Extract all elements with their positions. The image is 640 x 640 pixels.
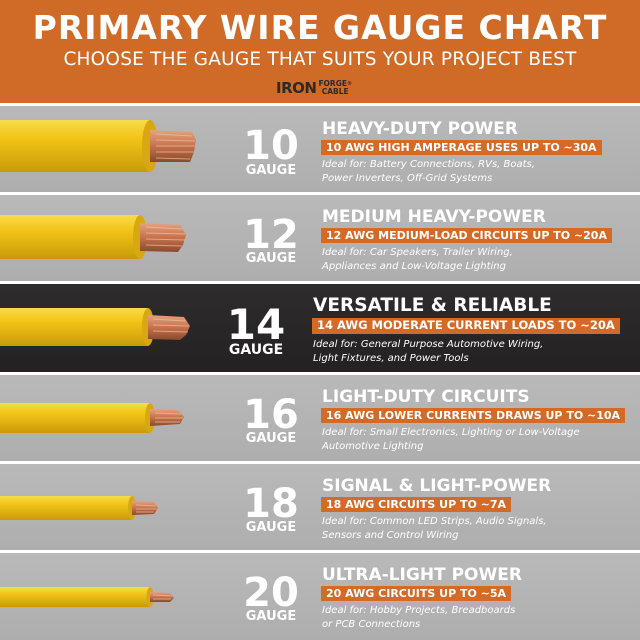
- gauge-number: 12: [243, 212, 299, 258]
- ideal-for-text: Ideal for: Car Speakers, Trailer Wiring,…: [322, 246, 513, 273]
- ideal-line-1: Ideal for: General Purpose Automotive Wi…: [313, 339, 544, 350]
- logo-forge-cable: FORGE® CABLE: [318, 80, 352, 96]
- gauge-label: GAUGE: [245, 163, 297, 178]
- wire-image-12: [0, 215, 186, 259]
- gauge-row-10: 10 GAUGE HEAVY-DUTY POWER 10 AWG HIGH AM…: [0, 106, 640, 192]
- gauge-number: 20: [243, 570, 299, 616]
- gauge-row-16: 16 GAUGE LIGHT-DUTY CIRCUITS 16 AWG LOWE…: [0, 375, 640, 461]
- gauge-label: GAUGE: [245, 609, 297, 624]
- logo-registered-mark: ®: [347, 81, 352, 87]
- ideal-line-2: Light Fixtures, and Power Tools: [313, 352, 469, 364]
- gauge-row-14: 14 GAUGE VERSATILE & RELIABLE 14 AWG MOD…: [0, 284, 640, 372]
- ideal-for-text: Ideal for: General Purpose Automotive Wi…: [313, 338, 543, 365]
- row-heading: MEDIUM HEAVY-POWER: [322, 207, 546, 227]
- ideal-line-1: Ideal for: Common LED Strips, Audio Sign…: [322, 516, 547, 527]
- amperage-badge: 20 AWG CIRCUITS UP TO ~5A: [321, 586, 512, 601]
- ideal-line-2: Automotive Lighting: [322, 440, 424, 452]
- amperage-badge: 14 AWG MODERATE CURRENT LOADS TO ~20A: [312, 318, 620, 334]
- ideal-line-1: Ideal for: Car Speakers, Trailer Wiring,: [322, 247, 513, 258]
- logo-cable-text: CABLE: [321, 87, 349, 96]
- ideal-for-text: Ideal for: Battery Connections, RVs, Boa…: [322, 158, 535, 185]
- page-subtitle: CHOOSE THE GAUGE THAT SUITS YOUR PROJECT…: [63, 49, 577, 70]
- gauge-label: GAUGE: [245, 251, 297, 266]
- gauge-label: GAUGE: [228, 342, 284, 358]
- ideal-for-text: Ideal for: Small Electronics, Lighting o…: [322, 426, 580, 453]
- ideal-line-1: Ideal for: Battery Connections, RVs, Boa…: [322, 159, 535, 170]
- logo-iron-text: IRON: [276, 79, 317, 97]
- gauge-label: GAUGE: [245, 431, 297, 446]
- chart-header: PRIMARY WIRE GAUGE CHART CHOOSE THE GAUG…: [0, 0, 640, 103]
- row-heading: ULTRA-LIGHT POWER: [322, 565, 522, 585]
- ideal-line-1: Ideal for: Hobby Projects, Breadboards: [322, 605, 516, 616]
- amperage-badge: 10 AWG HIGH AMPERAGE USES UP TO ~30A: [321, 140, 602, 155]
- wire-image-18: [0, 496, 158, 520]
- wire-image-20: [0, 587, 174, 607]
- wire-image-10: [0, 120, 196, 172]
- gauge-row-12: 12 GAUGE MEDIUM HEAVY-POWER 12 AWG MEDIU…: [0, 195, 640, 281]
- ideal-line-2: Sensors and Control Wiring: [322, 529, 459, 541]
- ideal-for-text: Ideal for: Common LED Strips, Audio Sign…: [322, 515, 547, 542]
- gauge-number: 16: [243, 392, 299, 438]
- ideal-line-2: Appliances and Low-Voltage Lighting: [322, 260, 506, 272]
- amperage-badge: 16 AWG LOWER CURRENTS DRAWS UP TO ~10A: [321, 408, 626, 423]
- row-heading: HEAVY-DUTY POWER: [322, 119, 518, 139]
- wire-image-16: [0, 403, 184, 433]
- gauge-number: 18: [243, 481, 299, 527]
- brand-logo: IRON FORGE® CABLE: [276, 77, 352, 99]
- gauge-row-20: 20 GAUGE ULTRA-LIGHT POWER 20 AWG CIRCUI…: [0, 553, 640, 640]
- wire-image-14: [0, 308, 190, 346]
- ideal-line-2: Power Inverters, Off-Grid Systems: [322, 172, 493, 184]
- gauge-number: 10: [243, 123, 299, 169]
- ideal-line-2: or PCB Connections: [322, 618, 421, 630]
- row-heading: VERSATILE & RELIABLE: [313, 295, 552, 316]
- ideal-for-text: Ideal for: Hobby Projects, Breadboards o…: [322, 604, 515, 631]
- gauge-number: 14: [226, 300, 286, 349]
- row-heading: SIGNAL & LIGHT-POWER: [322, 476, 552, 496]
- amperage-badge: 12 AWG MEDIUM-LOAD CIRCUITS UP TO ~20A: [321, 228, 612, 243]
- row-heading: LIGHT-DUTY CIRCUITS: [322, 387, 530, 407]
- logo-forge-text: FORGE: [318, 79, 347, 88]
- gauge-label: GAUGE: [245, 520, 297, 535]
- page-title: PRIMARY WIRE GAUGE CHART: [32, 8, 608, 47]
- gauge-row-18: 18 GAUGE SIGNAL & LIGHT-POWER 18 AWG CIR…: [0, 464, 640, 550]
- amperage-badge: 18 AWG CIRCUITS UP TO ~7A: [321, 497, 512, 512]
- ideal-line-1: Ideal for: Small Electronics, Lighting o…: [322, 427, 580, 438]
